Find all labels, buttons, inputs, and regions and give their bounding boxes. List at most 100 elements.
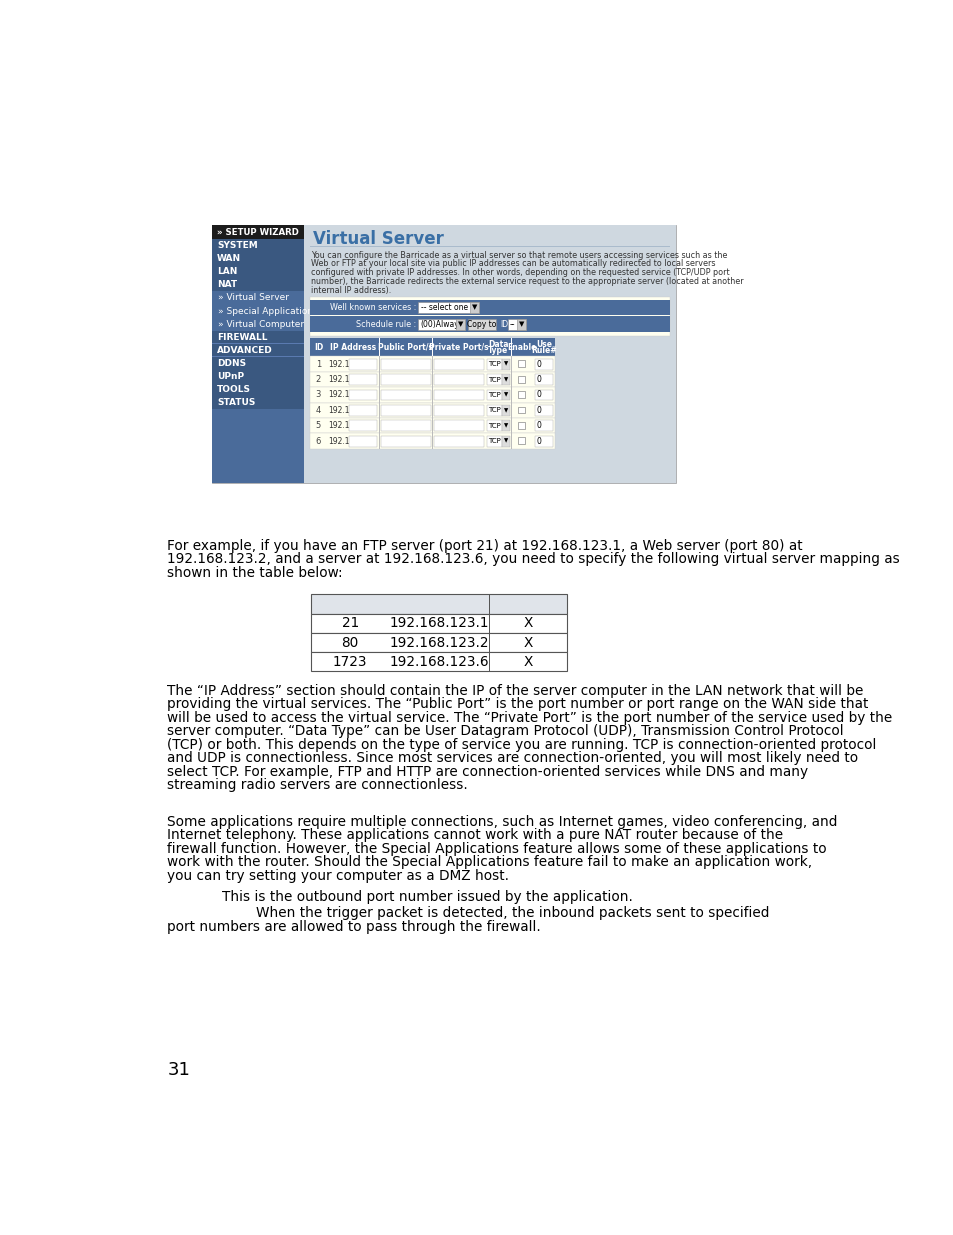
Bar [212,225,303,483]
Text: The “IP Address” section should contain the IP of the server computer in the LAN: The “IP Address” section should contain … [167,684,862,698]
Text: 0: 0 [536,375,540,384]
Text: ▼: ▼ [518,321,523,327]
Text: Internet telephony. These applications cannot work with a pure NAT router becaus: Internet telephony. These applications c… [167,829,782,842]
Text: ▼: ▼ [503,377,508,382]
Text: firewall function. However, the Special Applications feature allows some of thes: firewall function. However, the Special … [167,841,826,856]
Bar [501,420,509,431]
Text: 1: 1 [315,359,321,369]
Bar [381,374,431,385]
Text: work with the router. Should the Special Applications feature fail to make an ap: work with the router. Should the Special… [167,855,812,869]
Text: 192.168.2.: 192.168.2. [328,406,369,415]
Bar [348,389,377,400]
Text: 4: 4 [315,406,321,415]
Text: server computer. “Data Type” can be User Datagram Protocol (UDP), Transmission C: server computer. “Data Type” can be User… [167,724,843,739]
Text: X: X [523,636,533,650]
Bar [517,375,525,383]
Bar [434,420,483,431]
Text: Rule#: Rule# [531,346,557,354]
Bar [486,389,501,400]
Bar [468,319,496,330]
Bar [418,319,464,330]
Bar [310,300,669,315]
Bar [434,359,483,369]
Bar [212,396,303,409]
Text: ▼: ▼ [503,362,508,367]
Bar [501,359,509,369]
Text: providing the virtual services. The “Public Port” is the port number or port ran: providing the virtual services. The “Pub… [167,698,868,711]
Bar [486,405,501,416]
Text: » SETUP WIZARD: » SETUP WIZARD [216,227,298,237]
Bar [212,240,303,252]
Bar [212,225,675,483]
Text: X: X [523,616,533,630]
Text: ID: ID [499,320,507,329]
Text: (00)Always: (00)Always [420,320,463,329]
Text: 0: 0 [536,406,540,415]
Bar [303,225,675,483]
Bar [310,357,555,372]
Bar [381,420,431,431]
Text: 192.168.2.: 192.168.2. [328,359,369,369]
Text: When the trigger packet is detected, the inbound packets sent to specified: When the trigger packet is detected, the… [256,906,769,920]
Text: 192.168.2.: 192.168.2. [328,421,369,430]
Text: you can try setting your computer as a DMZ host.: you can try setting your computer as a D… [167,868,509,883]
Bar [212,331,303,343]
Bar [212,252,303,266]
Text: 192.168.2.: 192.168.2. [328,375,369,384]
Text: ID: ID [314,343,323,352]
Text: 6: 6 [315,437,321,446]
Bar [486,374,501,385]
Bar [517,391,525,398]
Text: and UDP is connectionless. Since most services are connection-oriented, you will: and UDP is connectionless. Since most se… [167,751,858,766]
Bar [434,389,483,400]
Bar [381,389,431,400]
Bar [534,420,553,431]
Bar [311,614,567,632]
Text: WAN: WAN [216,254,241,263]
Bar [486,359,501,369]
Bar [212,225,303,240]
Bar [534,374,553,385]
Text: Copy to: Copy to [467,320,497,329]
Text: 3: 3 [315,390,321,399]
Bar [348,405,377,416]
Bar [212,370,303,383]
Text: ▼: ▼ [503,438,508,443]
Bar [517,406,525,414]
Bar [517,422,525,429]
Text: X: X [523,655,533,669]
Bar [311,632,567,652]
Text: 0: 0 [536,421,540,430]
Text: select TCP. For example, FTP and HTTP are connection-oriented services while DNS: select TCP. For example, FTP and HTTP ar… [167,764,807,778]
Bar [517,437,525,445]
Bar [434,405,483,416]
Text: 5: 5 [315,421,321,430]
Text: internal IP address).: internal IP address). [311,287,392,295]
Bar [212,266,303,278]
Text: 0: 0 [536,390,540,399]
Text: 192.168.2.: 192.168.2. [328,390,369,399]
Bar [310,338,555,357]
Text: Public Port/s: Public Port/s [378,343,433,352]
Text: Some applications require multiple connections, such as Internet games, video co: Some applications require multiple conne… [167,815,837,829]
Text: Data: Data [488,340,508,348]
Bar [348,359,377,369]
Text: number), the Barricade redirects the external service request to the appropriate: number), the Barricade redirects the ext… [311,277,743,287]
Text: » Virtual Server: » Virtual Server [218,294,289,303]
Text: IP Address: IP Address [330,343,376,352]
Bar [310,388,555,403]
Text: will be used to access the virtual service. The “Private Port” is the port numbe: will be used to access the virtual servi… [167,710,892,725]
Bar [212,278,303,291]
Bar [501,389,509,400]
Text: FIREWALL: FIREWALL [216,332,267,342]
Bar [534,436,553,447]
Text: shown in the table below:: shown in the table below: [167,566,342,579]
Text: Private Port/s: Private Port/s [429,343,488,352]
Text: configured with private IP addresses. In other words, depending on the requested: configured with private IP addresses. In… [311,268,729,278]
Text: DDNS: DDNS [216,359,246,368]
Text: Enable: Enable [507,343,537,352]
Bar [469,301,478,312]
Text: TCP: TCP [488,438,500,445]
Bar [348,420,377,431]
Bar [501,405,509,416]
